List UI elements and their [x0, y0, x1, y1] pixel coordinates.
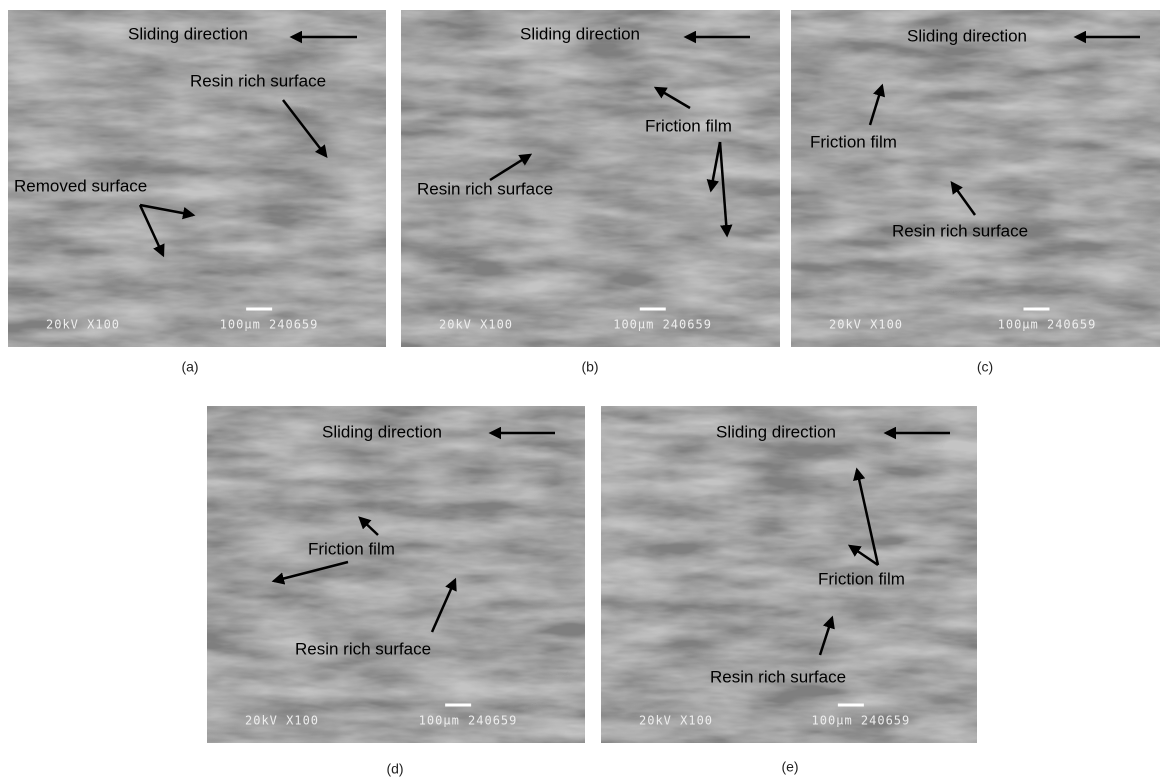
- figure: 20kV X100 100µm 240659 Sliding direction Re…: [0, 0, 1163, 781]
- annotation: Resin rich surface: [295, 639, 431, 658]
- scale-info: 100µm 240659: [613, 318, 712, 332]
- micrograph: [791, 10, 1160, 347]
- annotation: Resin rich surface: [190, 71, 326, 90]
- annotation: Friction film: [645, 116, 732, 135]
- micrograph: [207, 406, 585, 743]
- annotation: Resin rich surface: [710, 667, 846, 686]
- panel-label: (c): [977, 359, 993, 375]
- panel-label: (a): [181, 359, 198, 375]
- sem-info: 20kV X100: [245, 714, 319, 728]
- annotation: Removed surface: [14, 176, 147, 195]
- panel-label: (e): [781, 759, 798, 775]
- micrograph: [601, 406, 977, 743]
- sem-info: 20kV X100: [639, 714, 713, 728]
- annotation: Resin rich surface: [892, 221, 1028, 240]
- scale-info: 100µm 240659: [419, 714, 518, 728]
- annotation: Resin rich surface: [417, 179, 553, 198]
- sem-info: 20kV X100: [829, 318, 903, 332]
- scale-info: 100µm 240659: [998, 318, 1097, 332]
- scale-info: 100µm 240659: [812, 714, 911, 728]
- annotation: Friction film: [810, 132, 897, 151]
- annotation: Sliding direction: [322, 422, 442, 441]
- sem-info: 20kV X100: [439, 318, 513, 332]
- sem-info: 20kV X100: [46, 318, 120, 332]
- panel-label: (d): [386, 761, 403, 777]
- annotation: Friction film: [308, 539, 395, 558]
- annotation: Friction film: [818, 569, 905, 588]
- panel-label: (b): [581, 359, 598, 375]
- annotation: Sliding direction: [520, 24, 640, 43]
- scale-info: 100µm 240659: [220, 318, 319, 332]
- annotation: Sliding direction: [907, 26, 1027, 45]
- annotation: Sliding direction: [716, 422, 836, 441]
- annotation: Sliding direction: [128, 24, 248, 43]
